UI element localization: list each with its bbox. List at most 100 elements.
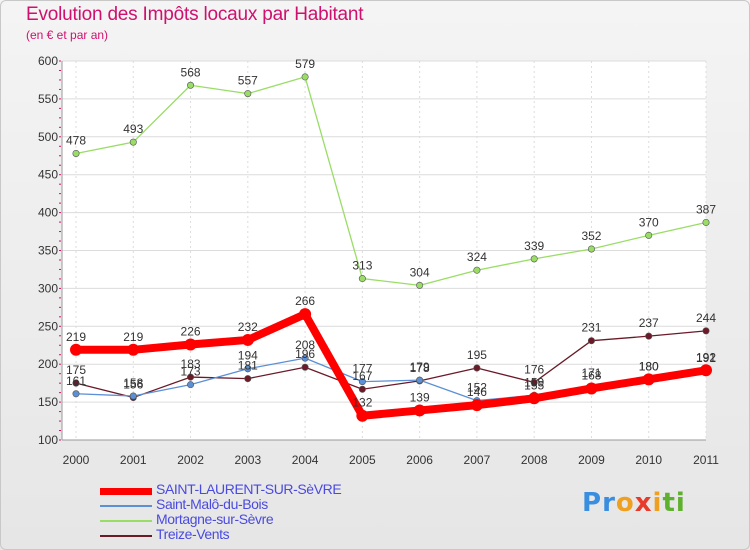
x-tick-label: 2001 bbox=[120, 453, 147, 467]
data-point bbox=[187, 381, 195, 389]
data-label: 179 bbox=[410, 360, 430, 374]
y-tick-label: 350 bbox=[38, 244, 58, 258]
logo-letter: x bbox=[634, 488, 653, 518]
data-label: 156 bbox=[123, 378, 143, 392]
data-label: 352 bbox=[581, 229, 601, 243]
y-tick-label: 150 bbox=[38, 395, 58, 409]
legend-swatch bbox=[100, 487, 152, 495]
y-tick-label: 500 bbox=[38, 130, 58, 144]
y-tick-label: 600 bbox=[38, 54, 58, 68]
data-label: 161 bbox=[66, 374, 86, 388]
data-label: 324 bbox=[467, 250, 487, 264]
data-label: 196 bbox=[295, 347, 315, 361]
data-point bbox=[530, 255, 538, 263]
data-label: 158 bbox=[123, 376, 143, 390]
y-tick-label: 250 bbox=[38, 319, 58, 333]
data-point bbox=[72, 390, 80, 398]
data-label: 155 bbox=[524, 378, 544, 392]
data-point bbox=[184, 338, 197, 351]
data-point bbox=[700, 364, 712, 377]
logo-letter: i bbox=[675, 488, 686, 518]
legend-swatch bbox=[100, 535, 152, 537]
data-point bbox=[642, 373, 655, 386]
y-tick-label: 450 bbox=[38, 168, 58, 182]
y-tick-label: 300 bbox=[38, 281, 58, 295]
data-point bbox=[72, 149, 80, 157]
logo-letter: r bbox=[602, 488, 616, 518]
data-point bbox=[416, 376, 424, 384]
data-label: 266 bbox=[295, 294, 315, 308]
x-tick-label: 2002 bbox=[177, 453, 204, 467]
chart-subtitle: (en € et par an) bbox=[26, 28, 109, 42]
data-point bbox=[241, 333, 254, 346]
x-tick-label: 2010 bbox=[635, 453, 662, 467]
data-point bbox=[358, 275, 366, 283]
x-tick-label: 2006 bbox=[406, 453, 433, 467]
data-label: 177 bbox=[352, 362, 372, 376]
logo-letter: i bbox=[652, 488, 663, 518]
data-label: 244 bbox=[696, 311, 716, 325]
data-label: 208 bbox=[295, 338, 315, 352]
proxiti-logo: Proxiti bbox=[582, 488, 686, 518]
data-point bbox=[70, 343, 82, 356]
data-label: 232 bbox=[238, 320, 258, 334]
x-tick-label: 2005 bbox=[349, 453, 376, 467]
x-tick-label: 2007 bbox=[464, 453, 491, 467]
data-label: 237 bbox=[639, 316, 659, 330]
data-label: 219 bbox=[123, 330, 143, 344]
logo-letter: t bbox=[662, 488, 676, 518]
data-point bbox=[470, 399, 483, 412]
x-tick-label: 2008 bbox=[521, 453, 548, 467]
legend-label: Treize-Vents bbox=[156, 526, 230, 542]
data-label: 178 bbox=[410, 361, 430, 375]
data-point bbox=[645, 231, 653, 239]
data-label: 194 bbox=[238, 349, 258, 363]
data-point bbox=[72, 379, 80, 387]
data-point bbox=[530, 378, 538, 386]
legend-label: Mortagne-sur-Sèvre bbox=[156, 511, 274, 527]
data-label: 478 bbox=[66, 133, 86, 147]
logo-letter: o bbox=[615, 488, 635, 518]
y-tick-label: 100 bbox=[38, 433, 58, 447]
x-tick-label: 2000 bbox=[63, 453, 90, 467]
data-label: 139 bbox=[410, 390, 430, 404]
data-point bbox=[301, 354, 309, 362]
data-point bbox=[358, 385, 366, 393]
chart-title: Evolution des Impôts locaux par Habitant bbox=[26, 4, 364, 25]
data-point bbox=[587, 337, 595, 345]
data-point bbox=[244, 365, 252, 373]
y-tick-label: 400 bbox=[38, 206, 58, 220]
logo-letter: P bbox=[582, 488, 603, 518]
x-tick-label: 2004 bbox=[292, 453, 319, 467]
data-point bbox=[473, 364, 481, 372]
data-label: 313 bbox=[352, 259, 372, 273]
series-line-3 bbox=[75, 330, 707, 399]
data-point bbox=[585, 382, 598, 395]
series-line-2 bbox=[75, 76, 707, 287]
data-label: 180 bbox=[639, 359, 659, 373]
x-tick-label: 2003 bbox=[234, 453, 261, 467]
data-label: 167 bbox=[352, 369, 372, 383]
data-point bbox=[702, 327, 710, 335]
data-point bbox=[587, 245, 595, 253]
data-point bbox=[301, 73, 309, 81]
data-point bbox=[645, 332, 653, 340]
data-point bbox=[127, 343, 140, 356]
legend-label: SAINT-LAURENT-SUR-SèVRE bbox=[156, 481, 342, 497]
data-point bbox=[301, 363, 309, 371]
data-label: 171 bbox=[581, 366, 601, 380]
data-label: 176 bbox=[524, 362, 544, 376]
data-label: 175 bbox=[66, 363, 86, 377]
data-label: 304 bbox=[410, 265, 430, 279]
data-label: 226 bbox=[181, 324, 201, 338]
data-point bbox=[129, 392, 137, 400]
data-point bbox=[187, 373, 195, 381]
data-label: 180 bbox=[639, 359, 659, 373]
data-label: 152 bbox=[467, 381, 487, 395]
data-label: 146 bbox=[467, 385, 487, 399]
data-point bbox=[244, 90, 252, 98]
data-point bbox=[129, 138, 137, 146]
data-label: 493 bbox=[123, 122, 143, 136]
data-label: 219 bbox=[66, 330, 86, 344]
